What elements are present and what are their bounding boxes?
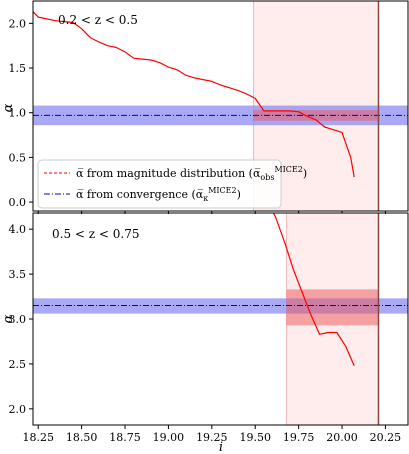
bottom-panel-series: [33, 213, 408, 425]
bottom-x-ticks: 18.25 18.50 18.75 19.00 19.25 19.50 19.75 20.00…: [22, 425, 401, 444]
bottom-y-axis-label: α: [1, 314, 16, 323]
bottom-redshift-annotation: 0.5 < z < 0.75: [52, 227, 140, 241]
bottom-panel-shading: [33, 213, 408, 425]
legend-magnitude-sub: obs: [260, 173, 274, 182]
x-axis-label: i: [219, 440, 223, 454]
xtick-label: 19.75: [283, 431, 315, 444]
bottom-ytick-label: 4.0: [9, 223, 27, 236]
top-ytick-label: 1.5: [9, 62, 27, 75]
legend-entry-magnitude: α̅ from magnitude distribution (α̅obsMIC…: [76, 165, 307, 182]
xtick-label: 20.25: [370, 431, 402, 444]
legend-magnitude-prefix: α̅ from magnitude distribution (α̅: [76, 167, 261, 180]
top-redshift-annotation: 0.2 < z < 0.5: [58, 13, 138, 27]
bottom-y-ticks: 2.0 2.5 3.0 3.5 4.0: [9, 223, 33, 416]
xtick-label: 19.00: [153, 431, 185, 444]
bottom-ytick-label: 2.0: [9, 403, 27, 416]
top-panel-series: [33, 1, 408, 211]
top-series-line-0: [33, 11, 355, 178]
xtick-label: 18.75: [109, 431, 141, 444]
legend-magnitude-sup: MICE2: [274, 165, 302, 174]
bottom-magnitude-uncertainty-box: [286, 289, 379, 326]
bottom-ytick-label: 2.5: [9, 358, 27, 371]
top-panel: 0.0 0.5 1.0 1.5 2.0 0.2 < z < 0.5 α α̅ from …: [1, 0, 409, 214]
top-ytick-label: 1.0: [9, 107, 27, 120]
top-axes-frame: [32, 0, 409, 212]
xtick-label: 19.25: [196, 431, 228, 444]
legend-convergence-sup: MICE2: [208, 186, 236, 195]
xtick-label: 20.00: [326, 431, 358, 444]
top-ytick-label: 2.0: [9, 17, 27, 30]
bottom-ytick-label: 3.0: [9, 313, 27, 326]
legend-convergence-close: ): [237, 188, 241, 201]
legend-convergence-sub: κ: [203, 194, 208, 203]
xtick-label: 19.50: [239, 431, 271, 444]
legend-magnitude-close: ): [303, 167, 307, 180]
top-magnitude-uncertainty-box: [253, 110, 379, 121]
bottom-series-line-0: [272, 213, 355, 366]
legend-box: [37, 159, 282, 209]
top-y-axis-label: α: [1, 103, 16, 112]
legend: α̅ from magnitude distribution (α̅obsMIC…: [37, 159, 307, 209]
legend-entry-convergence: α̅ from convergence (α̅κMICE2): [76, 186, 241, 203]
xtick-label: 18.25: [22, 431, 54, 444]
legend-convergence-prefix: α̅ from convergence (α̅: [76, 188, 204, 201]
bottom-panel: 2.0 2.5 3.0 3.5 4.0 18.25 18.50 18.75 19.00 19.2…: [1, 212, 409, 454]
top-ytick-label: 0.5: [9, 151, 27, 164]
top-ytick-label: 0.0: [9, 196, 27, 209]
top-y-ticks: 0.0 0.5 1.0 1.5 2.0: [9, 17, 386, 214]
bottom-ytick-label: 3.5: [9, 268, 27, 281]
xtick-label: 18.50: [66, 431, 98, 444]
